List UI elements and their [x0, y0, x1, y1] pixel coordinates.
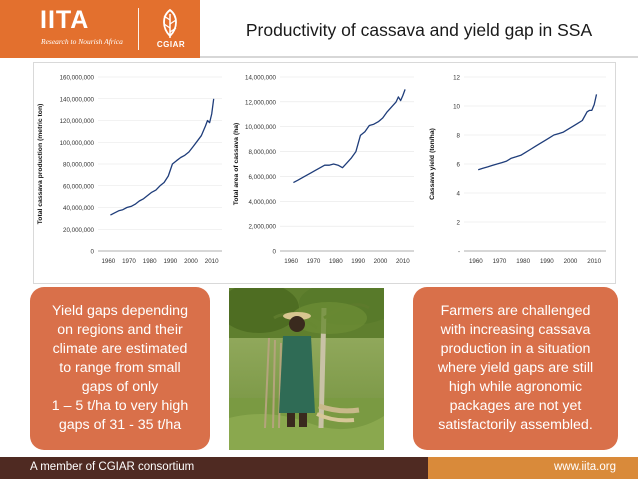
x-tick-label: 2000 — [374, 258, 388, 265]
series-line — [110, 98, 215, 216]
x-tick-label: 2000 — [184, 258, 198, 265]
x-tick-label: 1990 — [163, 258, 177, 265]
charts-panel: 0 20,000,000 40,000,000 60,000,000 80,000,00… — [33, 62, 616, 284]
x-tick-label: 2010 — [396, 258, 410, 265]
x-tick-label: 1970 — [122, 258, 136, 265]
logo-block: IITA Research to Nourish Africa CGIAR — [0, 0, 200, 58]
slide-title: Productivity of cassava and yield gap in… — [245, 20, 593, 40]
x-tick-label: 1970 — [493, 258, 507, 265]
series-line — [478, 94, 598, 171]
production-chart: 0 20,000,000 40,000,000 60,000,000 80,000,00… — [37, 75, 222, 265]
title-band: Productivity of cassava and yield gap in… — [200, 0, 638, 58]
x-tick-label: 2010 — [587, 258, 601, 265]
x-tick-label: 1980 — [143, 258, 157, 265]
y-tick-label: 8,000,000 — [248, 149, 276, 156]
x-tick-label: 1980 — [516, 258, 530, 265]
y-tick-label: 0 — [273, 249, 277, 256]
y-tick-label: 4,000,000 — [248, 199, 276, 206]
y-tick-label: 60,000,000 — [63, 183, 95, 190]
x-tick-label: 2010 — [205, 258, 219, 265]
y-axis-label: Total cassava production (metric ton) — [37, 104, 44, 225]
y-tick-label: 6,000,000 — [248, 174, 276, 181]
y-tick-label: 140,000,000 — [60, 96, 95, 103]
yield-gap-callout: Yield gaps depending on regions and thei… — [30, 287, 210, 450]
y-tick-label: 14,000,000 — [245, 75, 277, 82]
cgiar-logo-text: CGIAR — [156, 40, 186, 49]
website-link[interactable]: www.iita.org — [554, 461, 616, 473]
y-tick-label: 2 — [457, 220, 461, 227]
y-axis-label: Cassava yield (ton/ha) — [429, 128, 436, 200]
y-tick-label: 20,000,000 — [63, 227, 95, 234]
y-tick-label: 40,000,000 — [63, 205, 95, 212]
x-tick-label: 1980 — [329, 258, 343, 265]
cgiar-leaf-icon — [163, 8, 177, 38]
y-tick-label: 6 — [457, 162, 461, 169]
yield-chart: - 2 4 6 8 10 12 1960 1970 1980 1990 2000 2010 Cassava… — [429, 75, 606, 265]
y-tick-label: - — [458, 249, 460, 256]
yield-gap-text: Yield gaps depending on regions and thei… — [51, 303, 189, 433]
y-tick-label: 10 — [453, 104, 460, 111]
x-tick-label: 1990 — [351, 258, 365, 265]
series-line — [293, 89, 406, 184]
x-tick-label: 1970 — [307, 258, 321, 265]
y-tick-label: 12 — [453, 75, 460, 82]
x-tick-label: 1990 — [540, 258, 554, 265]
farmer-in-cassava-field-image — [229, 288, 384, 450]
y-tick-label: 12,000,000 — [245, 99, 277, 106]
footer-membership: A member of CGIAR consortium — [30, 461, 195, 473]
farmers-challenge-text: Farmers are challenged with increasing c… — [437, 303, 594, 433]
iita-logo: IITA — [40, 6, 90, 34]
y-tick-label: 2,000,000 — [248, 224, 276, 231]
header-rule — [200, 56, 638, 58]
x-tick-label: 1960 — [101, 258, 115, 265]
logo-divider — [138, 8, 139, 50]
header: IITA Research to Nourish Africa CGIAR Pr… — [0, 0, 638, 58]
y-tick-label: 100,000,000 — [60, 140, 95, 147]
y-tick-label: 0 — [91, 249, 95, 256]
area-chart: 0 2,000,000 4,000,000 6,000,000 8,000,000 10,… — [233, 75, 414, 265]
y-tick-label: 8 — [457, 133, 461, 140]
y-tick-label: 120,000,000 — [60, 118, 95, 125]
y-tick-label: 10,000,000 — [245, 124, 277, 131]
y-tick-label: 4 — [457, 191, 461, 198]
farmer-photo — [229, 288, 384, 450]
footer-accent: www.iita.org — [428, 457, 638, 479]
farmers-challenge-callout: Farmers are challenged with increasing c… — [413, 287, 618, 450]
y-tick-label: 160,000,000 — [60, 75, 95, 82]
x-tick-label: 1960 — [284, 258, 298, 265]
x-tick-label: 1960 — [469, 258, 483, 265]
iita-tagline: Research to Nourish Africa — [41, 37, 123, 46]
footer: www.iita.org A member of CGIAR consortiu… — [0, 457, 638, 479]
x-tick-label: 2000 — [564, 258, 578, 265]
y-tick-label: 80,000,000 — [63, 162, 95, 169]
y-axis-label: Total area of cassava (ha) — [233, 123, 240, 206]
